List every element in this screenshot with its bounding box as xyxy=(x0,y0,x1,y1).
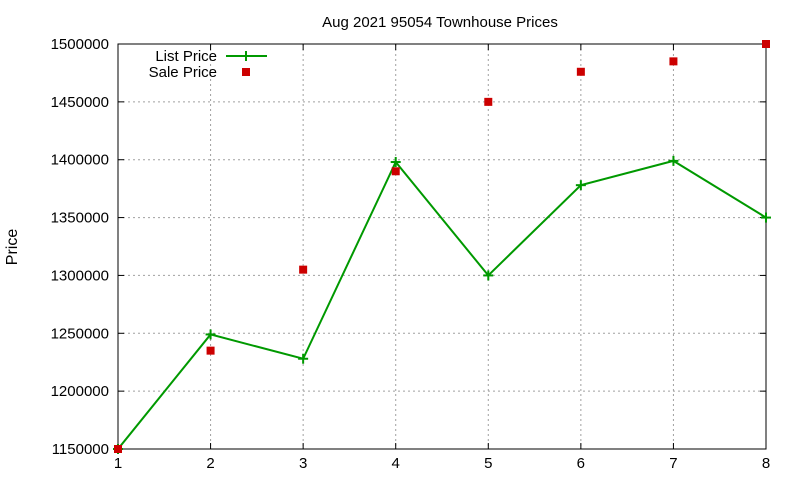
x-tick-label: 6 xyxy=(577,455,585,472)
sale-price-point xyxy=(576,67,585,76)
list-price-point xyxy=(390,157,401,168)
x-axis-tick-labels: 1 2 3 4 5 6 7 8 xyxy=(114,455,770,472)
list-price-point xyxy=(205,329,216,340)
legend-marker-list-price xyxy=(241,51,251,61)
plot-frame xyxy=(117,43,767,450)
legend-label-list-price: List Price xyxy=(155,48,217,65)
axis-ticks xyxy=(117,43,767,450)
legend-marker-sale-price xyxy=(242,68,250,76)
y-tick-label: 1450000 xyxy=(51,94,109,111)
list-price-point xyxy=(298,353,309,364)
grid-lines xyxy=(118,44,766,449)
y-tick-label: 1300000 xyxy=(51,267,109,284)
sale-price-point xyxy=(114,445,122,453)
chart-title: Aug 2021 95054 Townhouse Prices xyxy=(322,14,558,31)
y-axis-tick-labels: 1150000 1200000 1250000 1300000 1350000 14000… xyxy=(51,36,109,458)
legend-label-sale-price: Sale Price xyxy=(149,64,217,81)
sale-price-point xyxy=(299,265,308,274)
sale-price-point xyxy=(484,97,493,106)
list-price-point xyxy=(761,212,771,223)
y-tick-label: 1400000 xyxy=(51,152,109,169)
x-tick-label: 7 xyxy=(669,455,677,472)
list-price-point xyxy=(668,155,679,166)
y-tick-label: 1500000 xyxy=(51,36,109,53)
y-axis-label: Price xyxy=(4,229,21,266)
y-tick-label: 1200000 xyxy=(51,383,109,400)
y-tick-label: 1250000 xyxy=(51,325,109,342)
y-tick-label: 1150000 xyxy=(52,441,109,458)
sale-price-point xyxy=(391,167,400,176)
sale-price-point xyxy=(669,57,678,66)
x-tick-label: 8 xyxy=(762,455,770,472)
list-price-point xyxy=(483,270,494,281)
series-layer xyxy=(113,40,771,454)
x-tick-label: 5 xyxy=(484,455,492,472)
sale-price-point xyxy=(206,346,215,355)
list-price-line xyxy=(117,159,767,450)
x-tick-label: 1 xyxy=(114,455,122,472)
list-price-point xyxy=(575,180,586,191)
x-tick-label: 2 xyxy=(206,455,214,472)
x-tick-label: 4 xyxy=(392,455,400,472)
y-tick-label: 1350000 xyxy=(51,210,109,227)
x-tick-label: 3 xyxy=(299,455,307,472)
sale-price-point xyxy=(762,40,770,48)
